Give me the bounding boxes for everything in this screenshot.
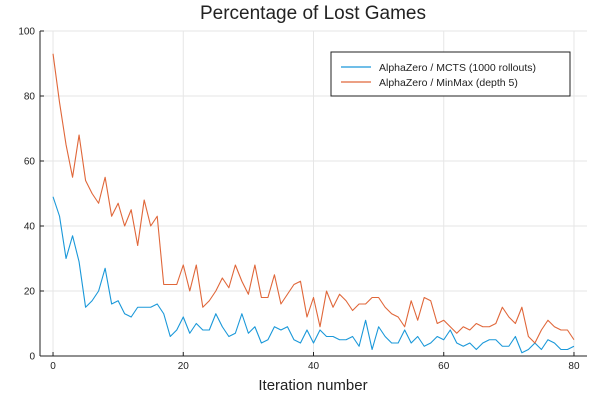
x-tick-label: 0 (50, 361, 56, 372)
x-tick-label: 20 (178, 361, 190, 372)
y-tick-label: 60 (24, 157, 36, 168)
x-tick-label: 40 (308, 361, 320, 372)
y-tick-label: 80 (24, 92, 36, 103)
axes (39, 30, 587, 357)
y-tick-label: 40 (24, 222, 36, 233)
x-tick-label: 60 (438, 361, 450, 372)
x-tick-labels: 0 20 40 60 80 (50, 361, 580, 372)
x-tick-label: 80 (568, 361, 580, 372)
legend-label: AlphaZero / MCTS (1000 rollouts) (379, 62, 536, 74)
x-axis-label: Iteration number (258, 377, 367, 394)
series-line-1 (52, 196, 575, 354)
legend-label: AlphaZero / MinMax (depth 5) (379, 77, 518, 89)
legend: AlphaZero / MCTS (1000 rollouts) AlphaZer… (330, 51, 571, 97)
y-tick-label: 0 (29, 352, 35, 363)
chart-title: Percentage of Lost Games (200, 3, 426, 24)
y-tick-label: 20 (24, 287, 36, 298)
legend-box (330, 51, 571, 97)
series-line-2 (52, 53, 575, 344)
series-lines (52, 53, 575, 354)
y-tick-label: 100 (18, 27, 35, 38)
y-tick-labels: 0 20 40 60 80 100 (18, 27, 35, 363)
